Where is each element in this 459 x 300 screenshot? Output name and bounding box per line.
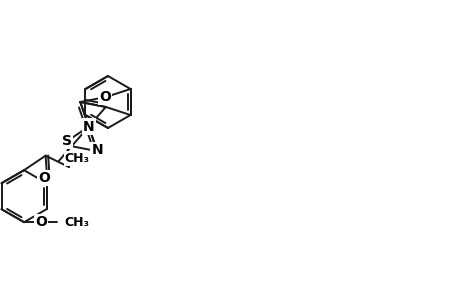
- Text: O: O: [38, 171, 50, 185]
- Text: CH₃: CH₃: [65, 152, 90, 165]
- Text: S: S: [62, 134, 72, 148]
- Text: O: O: [99, 90, 111, 104]
- Text: CH₃: CH₃: [64, 216, 90, 229]
- Text: N: N: [83, 120, 95, 134]
- Text: N: N: [91, 143, 103, 157]
- Text: O: O: [35, 215, 47, 229]
